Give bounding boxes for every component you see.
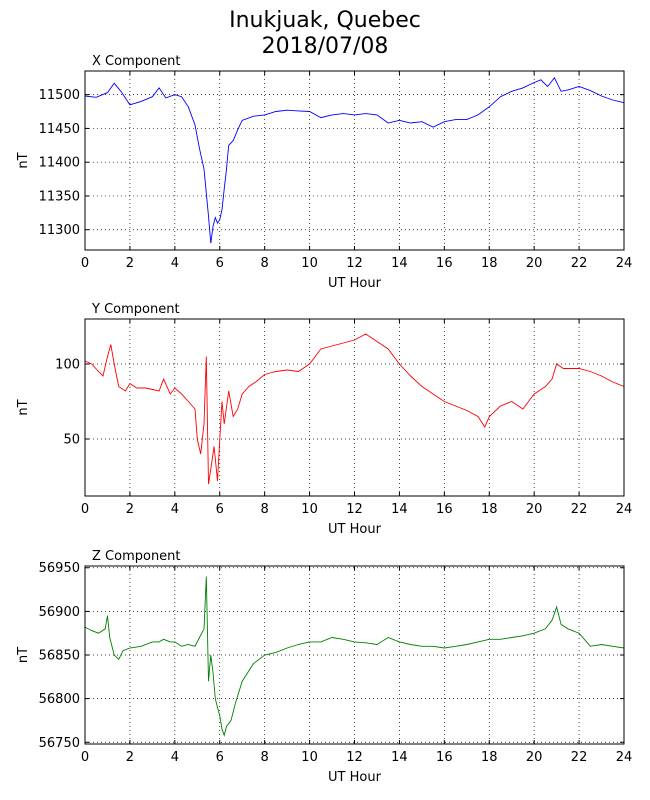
z-component-xtick-label: 16 (436, 750, 453, 765)
chart-title-date: 2018/07/08 (261, 34, 389, 59)
z-component-xtick-label: 4 (171, 750, 179, 765)
x-component-xtick-label: 4 (171, 256, 179, 271)
y-component-xtick-label: 24 (616, 502, 633, 517)
y-component-series-line (84, 333, 625, 485)
z-component-panel: 0 2 4 6 8 10 12 14 16 18 20 22 245675056800568505690… (16, 549, 632, 785)
z-component-xtick-label: 22 (571, 750, 588, 765)
z-component-ytick-label: 56900 (39, 605, 80, 620)
z-component-ylabel: nT (16, 647, 31, 663)
x-component-ytick-label: 11500 (39, 88, 80, 103)
z-component-xtick-label: 18 (481, 750, 498, 765)
z-component-xtick-label: 10 (301, 750, 318, 765)
z-component-ytick-label: 56800 (39, 692, 80, 707)
y-component-xtick-label: 0 (81, 502, 89, 517)
z-component-xtick-label: 0 (81, 750, 89, 765)
z-component-xtick-label: 8 (261, 750, 269, 765)
z-component-xlabel: UT Hour (328, 770, 382, 785)
y-component-xtick-label: 8 (261, 502, 269, 517)
y-component-xtick-label: 14 (391, 502, 408, 517)
z-component-series-line (84, 576, 625, 737)
y-component-xlabel: UT Hour (328, 522, 382, 537)
x-component-xtick-label: 12 (346, 256, 363, 271)
x-component-xtick-label: 0 (81, 256, 89, 271)
y-component-xtick-label: 2 (126, 502, 134, 517)
z-component-xtick-label: 12 (346, 750, 363, 765)
x-component-ytick-label: 11300 (39, 223, 80, 238)
x-component-xtick-label: 6 (216, 256, 224, 271)
y-component-ylabel: nT (16, 399, 31, 415)
y-component-xtick-label: 18 (481, 502, 498, 517)
y-component-xtick-label: 20 (526, 502, 543, 517)
y-component-xtick-label: 12 (346, 502, 363, 517)
z-component-xtick-label: 24 (616, 750, 633, 765)
z-component-title: Z Component (92, 549, 181, 564)
x-component-xtick-label: 2 (126, 256, 134, 271)
y-component-title: Y Component (91, 302, 180, 317)
x-component-ylabel: nT (16, 152, 31, 168)
chart-title-station: Inukjuak, Quebec (229, 8, 421, 33)
z-component-xtick-label: 6 (216, 750, 224, 765)
x-component-xtick-label: 18 (481, 256, 498, 271)
chart-title: Inukjuak, Quebec 2018/07/08 (0, 8, 650, 60)
y-component-xtick-label: 10 (301, 502, 318, 517)
x-component-xlabel: UT Hour (328, 276, 382, 291)
x-component-xtick-label: 8 (261, 256, 269, 271)
x-component-xtick-label: 20 (526, 256, 543, 271)
y-component-xtick-label: 22 (571, 502, 588, 517)
z-component-xtick-label: 20 (526, 750, 543, 765)
x-component-xtick-label: 24 (616, 256, 633, 271)
x-component-xtick-label: 10 (301, 256, 318, 271)
x-component-xtick-label: 14 (391, 256, 408, 271)
z-component-ytick-label: 56950 (39, 561, 80, 576)
z-component-ytick-label: 56850 (39, 649, 80, 664)
y-component-ytick-label: 100 (55, 358, 80, 373)
x-component-xtick-label: 22 (571, 256, 588, 271)
x-component-series-line (84, 76, 625, 244)
x-component-xtick-label: 16 (436, 256, 453, 271)
z-component-ytick-label: 56750 (39, 736, 80, 751)
x-component-ytick-label: 11450 (39, 122, 80, 137)
x-component-ytick-label: 11350 (39, 189, 80, 204)
y-component-xtick-label: 6 (216, 502, 224, 517)
y-component-ytick-label: 50 (63, 433, 80, 448)
y-component-xtick-label: 16 (436, 502, 453, 517)
x-component-title: X Component (92, 54, 181, 69)
z-component-xtick-label: 14 (391, 750, 408, 765)
x-component-ytick-label: 11400 (39, 156, 80, 171)
y-component-xtick-label: 4 (171, 502, 179, 517)
z-component-xtick-label: 2 (126, 750, 134, 765)
x-component-panel: 0 2 4 6 8 10 12 14 16 18 20 22 241130011350114001145… (16, 54, 632, 291)
